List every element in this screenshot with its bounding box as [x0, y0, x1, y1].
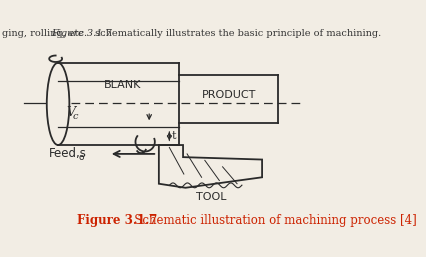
Text: Figure 3.1.7: Figure 3.1.7 [77, 214, 157, 226]
Text: BLANK: BLANK [104, 80, 141, 90]
Text: Schematic illustration of machining process [4]: Schematic illustration of machining proc… [124, 214, 417, 226]
Text: V: V [66, 106, 75, 119]
Text: ging, rolling, etc.: ging, rolling, etc. [2, 29, 90, 38]
Text: schematically illustrates the basic principle of machining.: schematically illustrates the basic prin… [92, 29, 381, 38]
Text: Feed,s: Feed,s [49, 148, 86, 160]
Text: t: t [172, 131, 176, 141]
Text: PRODUCT: PRODUCT [201, 90, 256, 100]
Text: Figure 3.1.7: Figure 3.1.7 [52, 29, 112, 38]
Text: c: c [72, 112, 78, 121]
Text: TOOL: TOOL [196, 192, 227, 203]
Text: o: o [78, 153, 84, 162]
